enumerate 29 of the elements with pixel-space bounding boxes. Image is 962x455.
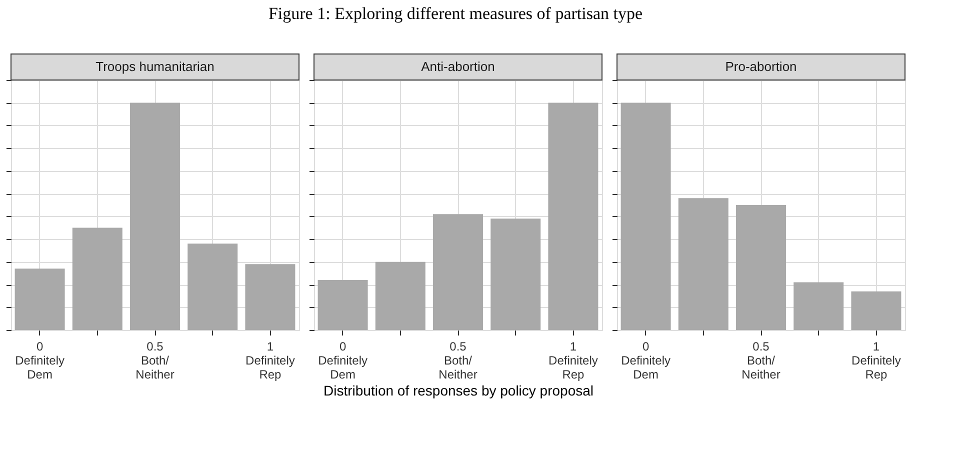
x-tick-label: 1 Definitely Rep [548,340,598,382]
bar [375,262,426,330]
chart-title: Troops humanitarian [96,59,214,74]
x-tick-label: 1 Definitely Rep [246,340,295,382]
bar [72,228,122,330]
bar [14,268,65,330]
x-tick-label: 0 Definitely Dem [318,340,368,382]
chart-title: Pro-abortion [725,59,797,74]
bar [851,291,902,330]
x-tick-label: 0.5 Both/ Neither [742,340,780,382]
bar [433,214,483,330]
bar [188,244,238,330]
bar [245,264,296,330]
x-tick-label: 0 Definitely Dem [621,340,670,382]
bar [318,280,368,330]
bar [736,205,786,330]
bar [620,102,671,330]
bar [490,218,541,330]
bar [678,198,728,330]
bar [130,102,180,330]
bar [794,282,844,330]
x-tick-label: 0.5 Both/ Neither [438,340,478,382]
x-tick-label: 1 Definitely Rep [852,340,901,382]
chart-title: Anti-abortion [421,59,495,74]
bar [548,102,598,330]
caption: Figure 1: Exploring different measures of partisan type [268,4,643,23]
x-tick-label: 0 Definitely Dem [15,340,64,382]
x-tick-label: 0.5 Both/ Neither [136,340,174,382]
x-axis-title: Distribution of responses by policy proposal [323,382,594,398]
